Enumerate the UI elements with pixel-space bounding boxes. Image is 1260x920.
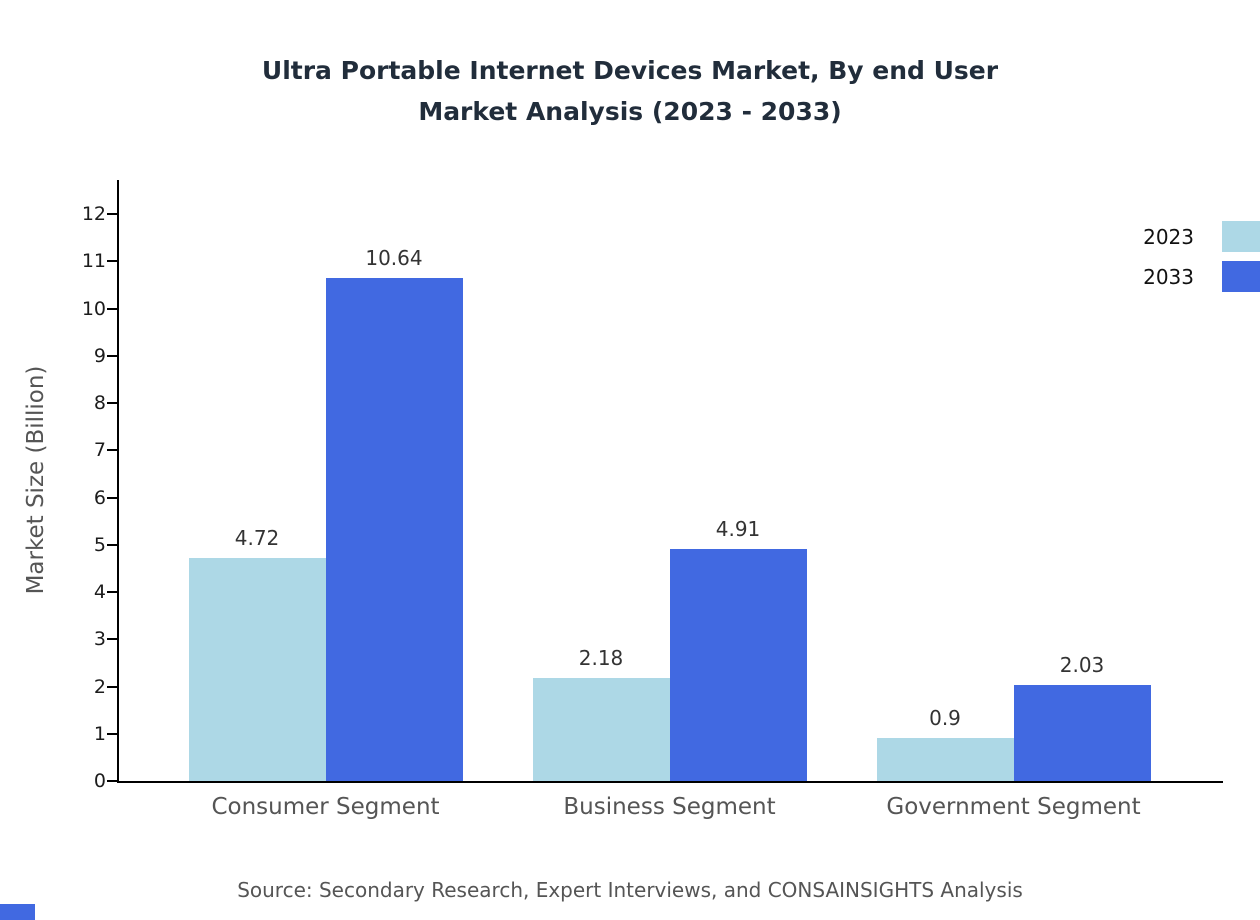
y-tick-label: 1 bbox=[93, 722, 106, 745]
y-tick-mark bbox=[107, 354, 117, 357]
legend-label: 2023 bbox=[1143, 224, 1194, 249]
chart-title: Ultra Portable Internet Devices Market, … bbox=[0, 50, 1260, 132]
chart-title-line2: Market Analysis (2023 - 2033) bbox=[418, 97, 842, 126]
y-tick-mark bbox=[107, 402, 117, 404]
corner-accent-bar bbox=[0, 904, 35, 920]
y-tick-mark bbox=[107, 260, 117, 263]
y-tick-label: 5 bbox=[93, 533, 106, 556]
y-tick-mark bbox=[107, 496, 117, 499]
x-category-label: Government Segment bbox=[886, 794, 1141, 820]
y-tick-label: 8 bbox=[93, 392, 106, 414]
y-tick-mark bbox=[107, 307, 117, 310]
y-axis-line bbox=[117, 180, 119, 783]
legend-swatch bbox=[1222, 221, 1260, 252]
bar-2033-business-segment bbox=[669, 549, 807, 781]
y-tick-mark bbox=[107, 543, 117, 546]
legend-label: 2033 bbox=[1143, 264, 1194, 289]
bar-value-label: 4.72 bbox=[234, 525, 280, 550]
bar-2023-consumer-segment bbox=[188, 557, 326, 781]
y-tick-label: 10 bbox=[81, 297, 106, 320]
y-tick-label: 12 bbox=[81, 203, 106, 225]
y-tick-label: 0 bbox=[93, 770, 106, 792]
y-tick-label: 9 bbox=[93, 344, 106, 367]
y-tick-mark bbox=[107, 685, 117, 688]
chart-legend: 2023 2033 bbox=[1143, 221, 1260, 301]
bar-value-label: 2.03 bbox=[1059, 653, 1105, 678]
y-tick-label: 3 bbox=[93, 628, 106, 651]
bar-2023-government-segment bbox=[876, 738, 1014, 781]
y-tick-mark bbox=[107, 449, 117, 452]
y-tick-mark bbox=[107, 732, 117, 735]
y-tick-label: 4 bbox=[93, 581, 106, 603]
bar-value-label: 0.9 bbox=[929, 706, 961, 731]
y-tick-label: 11 bbox=[81, 250, 106, 273]
x-category-label: Business Segment bbox=[563, 794, 776, 820]
y-tick-mark bbox=[107, 638, 117, 641]
y-tick-label: 7 bbox=[93, 439, 106, 462]
y-tick-mark bbox=[107, 780, 117, 782]
source-attribution: Source: Secondary Research, Expert Inter… bbox=[237, 878, 1023, 902]
x-axis-line bbox=[117, 781, 1223, 783]
y-tick-mark bbox=[107, 591, 117, 593]
x-category-label: Consumer Segment bbox=[211, 794, 440, 820]
bar-value-label: 4.91 bbox=[715, 517, 761, 541]
legend-item-2033: 2033 bbox=[1143, 261, 1260, 292]
chart-title-line1: Ultra Portable Internet Devices Market, … bbox=[261, 56, 999, 85]
bar-value-label: 2.18 bbox=[578, 645, 624, 670]
legend-swatch bbox=[1222, 261, 1260, 292]
y-tick-mark bbox=[107, 213, 117, 215]
legend-item-2023: 2023 bbox=[1143, 221, 1260, 252]
y-tick-label: 2 bbox=[93, 675, 106, 698]
bar-value-label: 10.64 bbox=[365, 246, 423, 271]
bar-2033-consumer-segment bbox=[325, 278, 463, 781]
y-tick-label: 6 bbox=[93, 486, 106, 509]
bar-2033-government-segment bbox=[1013, 685, 1151, 781]
bar-2023-business-segment bbox=[532, 677, 670, 781]
